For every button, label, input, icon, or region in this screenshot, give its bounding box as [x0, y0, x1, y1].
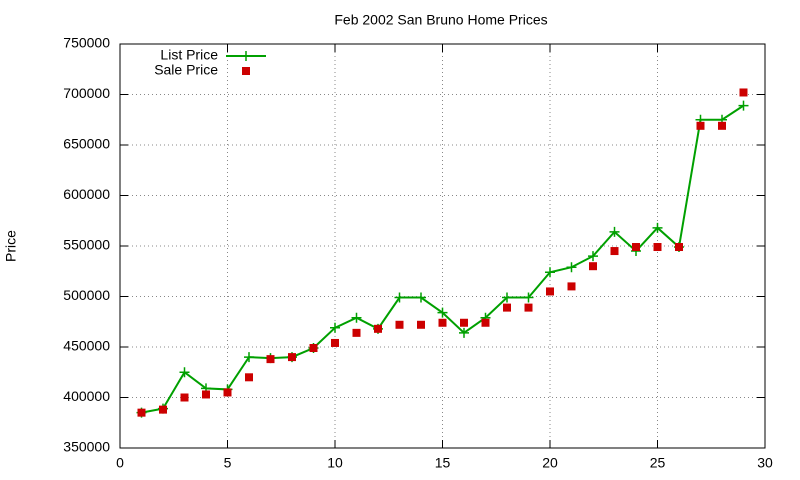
x-tick-label: 20 [542, 455, 558, 471]
data-point [588, 251, 598, 262]
data-point [610, 247, 619, 256]
data-point [696, 121, 705, 130]
data-point [374, 324, 382, 333]
data-point [524, 303, 533, 312]
x-tick-label: 5 [224, 455, 232, 471]
data-point [739, 88, 748, 97]
data-point [179, 367, 190, 378]
data-point [718, 121, 726, 130]
legend-label: List Price [160, 47, 218, 63]
x-tick-label: 10 [327, 455, 343, 471]
data-point [331, 338, 339, 347]
x-tick-label: 15 [435, 455, 451, 471]
data-point [545, 267, 555, 278]
chart-title: Feb 2002 San Bruno Home Prices [334, 12, 547, 28]
data-point [351, 312, 362, 323]
data-point [652, 222, 663, 233]
y-tick-label: 700000 [63, 85, 110, 101]
data-point [503, 303, 511, 312]
data-point [202, 390, 210, 399]
data-point [653, 243, 662, 252]
data-point [609, 226, 620, 237]
legend-swatch [241, 51, 251, 61]
data-point [546, 287, 554, 296]
data-point [481, 318, 490, 327]
data-point [567, 282, 576, 291]
data-point [330, 322, 340, 333]
data-point [589, 262, 597, 271]
data-point [288, 353, 296, 362]
y-axis-label: Price [3, 230, 19, 262]
y-tick-label: 500000 [63, 287, 110, 303]
x-tick-label: 25 [650, 455, 666, 471]
data-point [438, 318, 447, 327]
data-point [352, 328, 361, 337]
data-point [459, 327, 469, 338]
data-point [266, 355, 275, 364]
data-point [502, 292, 512, 303]
data-point [738, 100, 749, 111]
legend-label: Sale Price [154, 62, 218, 78]
y-tick-label: 450000 [63, 338, 110, 354]
data-point [417, 320, 425, 329]
y-tick-label: 550000 [63, 237, 110, 253]
data-point [223, 388, 232, 397]
data-point [460, 318, 468, 327]
data-point [632, 243, 640, 252]
y-tick-label: 400000 [63, 388, 110, 404]
series-line [141, 104, 745, 414]
y-tick-label: 350000 [63, 439, 110, 455]
data-point [395, 320, 404, 329]
x-tick-label: 30 [757, 455, 773, 471]
data-point [180, 393, 189, 402]
legend-swatch [242, 67, 250, 75]
y-tick-label: 650000 [63, 136, 110, 152]
data-point [437, 307, 448, 318]
data-point [137, 408, 146, 417]
data-point [416, 292, 426, 303]
y-tick-label: 600000 [63, 186, 110, 202]
data-point [245, 373, 253, 382]
x-tick-label: 0 [116, 455, 124, 471]
data-point [566, 262, 577, 273]
data-point [309, 344, 318, 353]
data-point [159, 405, 167, 414]
data-point [675, 243, 683, 252]
plot-frame [119, 43, 766, 449]
data-point [244, 352, 254, 363]
data-point [523, 292, 534, 303]
y-tick-label: 750000 [63, 35, 110, 51]
data-point [394, 292, 405, 303]
